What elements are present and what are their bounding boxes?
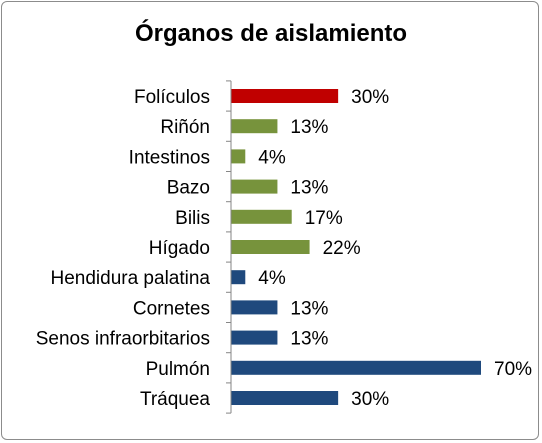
data-label-higado: 22%: [323, 238, 361, 259]
chart-title: Órganos de aislamiento: [134, 20, 408, 47]
bar-bazo: [231, 179, 278, 194]
data-label-hendidura-palatina: 4%: [258, 268, 286, 289]
data-label-cornetes: 13%: [290, 298, 328, 319]
data-label-rinon: 13%: [290, 117, 328, 138]
category-label-higado: Hígado: [149, 238, 210, 259]
category-label-hendidura-palatina: Hendidura palatina: [50, 268, 210, 289]
data-label-foliculos: 30%: [351, 87, 389, 108]
category-label-bilis: Bilis: [175, 208, 210, 229]
bar-rinon: [231, 119, 278, 134]
data-label-pulmon: 70%: [494, 359, 532, 380]
bar-senos-infraorbitarios: [231, 330, 278, 345]
category-label-bazo: Bazo: [167, 178, 210, 199]
bar-intestinos: [231, 149, 246, 164]
category-label-pulmon: Pulmón: [146, 359, 210, 380]
bar-bilis: [231, 209, 292, 224]
data-label-intestinos: 4%: [258, 147, 286, 168]
bar-foliculos: [231, 89, 339, 103]
data-label-senos-infraorbitarios: 13%: [290, 329, 328, 350]
category-label-traquea: Tráquea: [140, 389, 210, 410]
bar-traquea: [231, 391, 339, 405]
bar-pulmon: [231, 360, 481, 375]
bar-cornetes: [231, 300, 278, 315]
category-label-rinon: Riñón: [160, 117, 210, 138]
data-label-bilis: 17%: [305, 208, 343, 229]
bar-hendidura-palatina: [231, 270, 246, 285]
category-label-senos-infraorbitarios: Senos infraorbitarios: [36, 329, 210, 350]
data-label-bazo: 13%: [290, 178, 328, 199]
category-label-cornetes: Cornetes: [133, 298, 210, 319]
data-label-traquea: 30%: [351, 389, 389, 410]
category-label-intestinos: Intestinos: [129, 147, 210, 168]
bar-higado: [231, 240, 310, 254]
category-label-foliculos: Folículos: [134, 87, 210, 108]
